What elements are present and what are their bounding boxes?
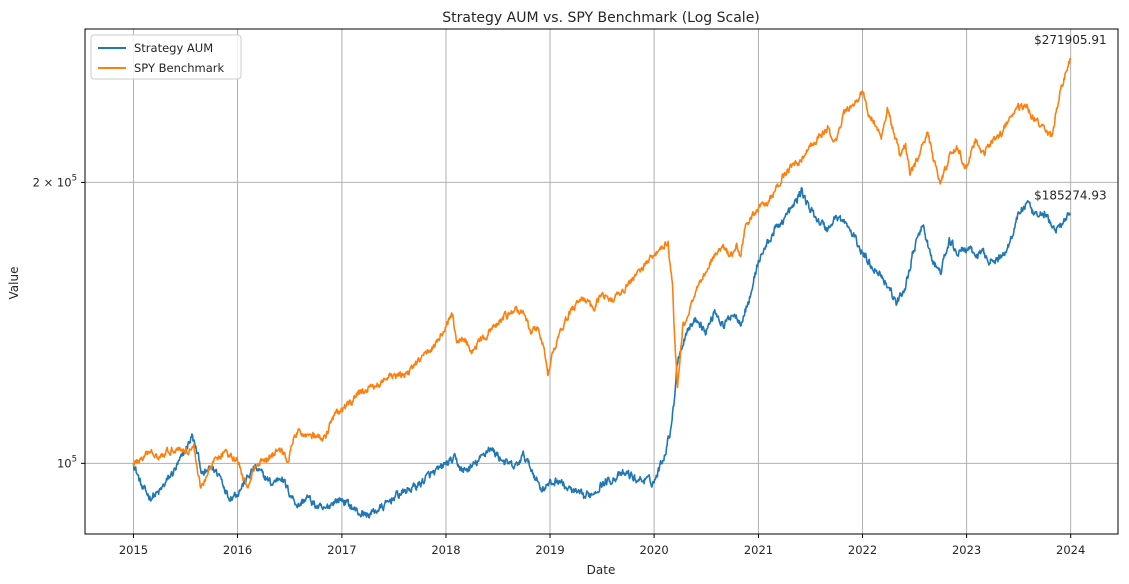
strategy-final-value-annotation: $185274.93 [1034,188,1107,202]
x-tick-label: 2018 [431,543,460,557]
spy-benchmark-line [132,57,1072,489]
x-tick-label: 2023 [952,543,981,557]
chart-title: Strategy AUM vs. SPY Benchmark (Log Scal… [442,10,760,26]
x-tick-label: 2017 [327,543,356,557]
x-tick-label: 2016 [223,543,252,557]
spy-final-value-annotation: $271905.91 [1034,33,1107,47]
x-tick-label: 2015 [119,543,148,557]
x-tick-label: 2020 [639,543,668,557]
legend-box [90,34,242,80]
x-tick-label: 2024 [1056,543,1085,557]
y-tick-label: 2 × 105 [33,173,77,189]
x-tick-label: 2022 [848,543,877,557]
x-tick-label: 2019 [535,543,564,557]
x-tick-label: 2021 [744,543,773,557]
plot-frame [84,28,1119,535]
x-axis-label: Date [587,563,616,577]
legend-label-spy: SPY Benchmark [134,61,225,75]
y-axis-label: Value [7,267,21,300]
legend-label-strategy: Strategy AUM [134,41,213,55]
y-axis: 105 2 × 105 [33,173,85,470]
series-layer [132,57,1072,519]
x-axis: 2015 2016 2017 2018 2019 2020 2021 2022 2023 2024 [119,534,1085,557]
y-tick-label: 105 [57,454,77,470]
annotations: $271905.91 $185274.93 [1034,33,1107,202]
grid [85,29,1118,534]
legend: Strategy AUM SPY Benchmark [90,34,242,80]
strategy-aum-line [132,187,1072,519]
